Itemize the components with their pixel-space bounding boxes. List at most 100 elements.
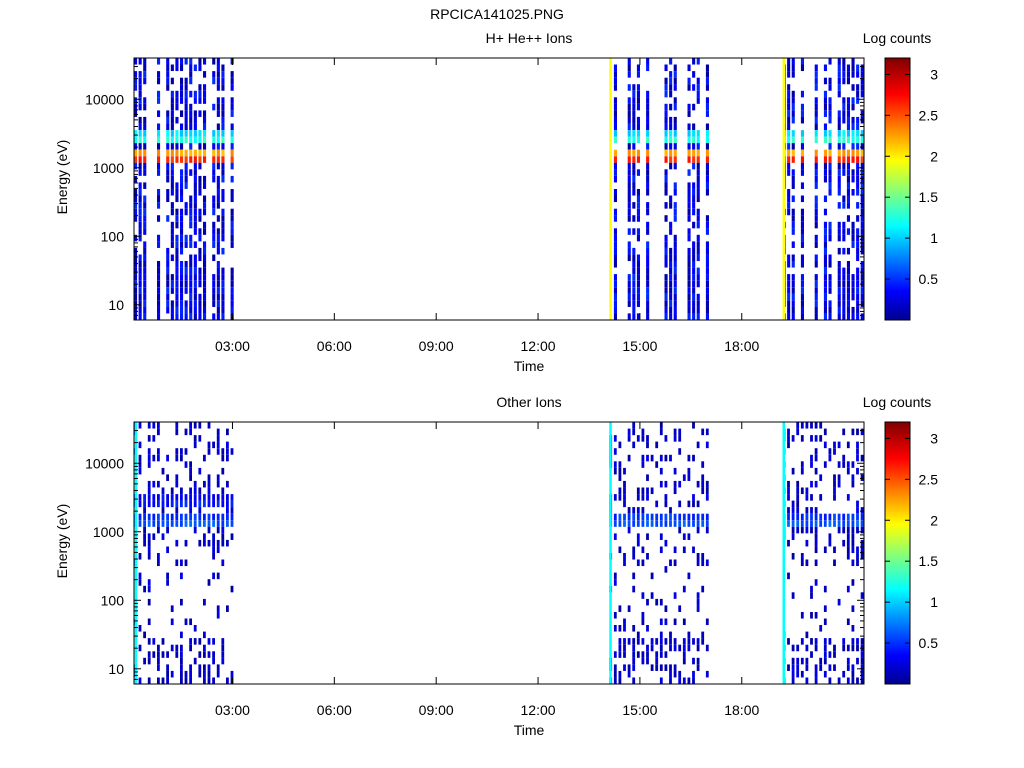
spectrogram-cell [678, 500, 682, 508]
spectrogram-cell [669, 195, 673, 203]
spectrogram-cell [193, 435, 197, 442]
spectrogram-cell [860, 202, 864, 209]
spectrogram-cell [787, 90, 791, 98]
spectrogram-cell [636, 189, 640, 196]
spectrogram-cell [216, 480, 220, 488]
spectrogram-cell [226, 605, 229, 612]
spectrogram-cell [138, 149, 142, 157]
spectrogram-cell [837, 441, 841, 449]
spectrogram-cell [800, 287, 804, 294]
spectrogram-cell [184, 670, 188, 678]
spectrogram-cell [856, 169, 860, 176]
spectrogram-cell [207, 670, 211, 678]
spectrogram-cell [189, 638, 192, 645]
spectrogram-cell [193, 221, 197, 229]
spectrogram-cell [636, 280, 640, 288]
spectrogram-cell [851, 280, 855, 288]
y-tick-label: 10000 [85, 91, 124, 107]
spectrogram-cell [696, 513, 700, 521]
spectrogram-cell [180, 644, 183, 652]
spectrogram-cell [203, 97, 207, 104]
spectrogram-cell [687, 533, 691, 540]
spectrogram-cell [157, 513, 160, 521]
spectrogram-cell [230, 162, 234, 170]
spectrogram-cell [212, 175, 216, 183]
spectrogram-cell [203, 533, 206, 540]
spectrogram-cell [701, 520, 705, 527]
spectrogram-cell [787, 130, 791, 137]
spectrogram-cell [800, 293, 804, 301]
spectrogram-cell [623, 559, 626, 567]
spectrogram-cell [175, 454, 179, 462]
spectrogram-cell [828, 110, 832, 117]
spectrogram-cell [203, 494, 206, 501]
spectrogram-cell [198, 670, 202, 678]
spectrogram-cell [823, 241, 827, 248]
spectrogram-cell [800, 520, 804, 527]
spectrogram-cell [791, 670, 795, 678]
spectrogram-cell [673, 247, 677, 255]
spectrogram-cell [138, 228, 142, 235]
spectrogram-cell [632, 90, 636, 98]
spectrogram-cell [837, 182, 841, 189]
spectrogram-cell [705, 280, 709, 288]
spectrogram-cell [646, 241, 650, 248]
spectrogram-cell [143, 500, 146, 508]
spectrogram-cell [664, 254, 668, 262]
spectrogram-cell [814, 313, 818, 320]
spectrogram-cell [796, 670, 800, 678]
spectrogram-cell [856, 546, 859, 554]
spectrogram-cell [646, 254, 650, 262]
spectrogram-cell [837, 474, 841, 481]
spectrogram-cell [143, 631, 146, 639]
spectrogram-cell [837, 280, 841, 288]
spectrogram-cell [180, 208, 184, 216]
spectrogram-cell [860, 539, 864, 547]
spectrogram-cell [143, 313, 147, 320]
x-tick-label: 15:00 [622, 702, 657, 718]
spectrogram-cell [138, 677, 142, 685]
spectrogram-cell [664, 494, 668, 501]
spectrogram-cell [687, 313, 691, 320]
spectrogram-cell [166, 84, 170, 91]
spectrogram-cell [664, 156, 668, 163]
spectrogram-cell [856, 520, 859, 527]
y-tick-label: 10 [108, 661, 124, 677]
spectrogram-cell [787, 664, 790, 671]
spectrogram-cell [787, 487, 790, 495]
spectrogram-cell [203, 116, 207, 124]
spectrogram-cell [828, 677, 832, 685]
spectrogram-cell [627, 274, 631, 281]
spectrogram-cell [221, 300, 225, 307]
spectrogram-cell [170, 287, 174, 294]
spectrogram-cell [791, 130, 795, 137]
spectrogram-cell [175, 130, 179, 137]
spectrogram-cell [673, 592, 677, 599]
spectrogram-cell [138, 500, 142, 508]
spectrogram-cell [846, 116, 850, 124]
spectrogram-cell [669, 228, 673, 235]
spectrogram-cell [814, 454, 818, 462]
spectrogram-cell [796, 644, 800, 652]
spectrogram-cell [692, 162, 696, 170]
spectrogram-cell [193, 441, 197, 449]
spectrogram-cell [180, 110, 184, 117]
spectrogram-cell [851, 664, 855, 671]
spectrogram-cell [203, 84, 207, 91]
spectrogram-cell [787, 64, 791, 72]
spectrogram-cell [846, 71, 850, 78]
spectrogram-cell [692, 156, 696, 163]
spectrogram-cell [230, 143, 234, 150]
x-axis-label: Time [514, 358, 545, 374]
spectrogram-cell [203, 247, 207, 255]
spectrogram-cell [687, 234, 691, 242]
spectrogram-cell [180, 143, 184, 150]
spectrogram-cell [705, 189, 709, 196]
spectrogram-cell [842, 539, 846, 547]
spectrogram-cell [230, 500, 234, 508]
spectrogram-cell [800, 149, 804, 157]
spectrogram-cell [851, 313, 855, 320]
spectrogram-cell [823, 175, 827, 183]
spectrogram-cell [673, 116, 677, 124]
spectrogram-cell [833, 441, 836, 449]
